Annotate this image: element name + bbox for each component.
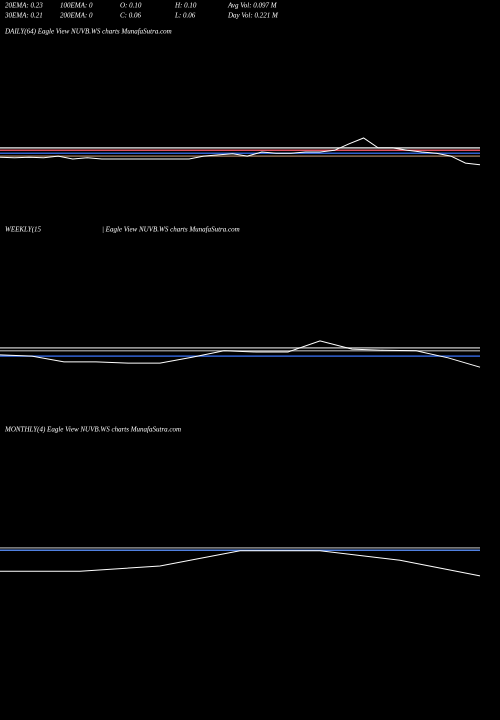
header-stat: 100EMA: 0 — [60, 2, 93, 10]
header-stat: 30EMA: 0.21 — [4, 12, 43, 20]
header-stat: L: 0.06 — [174, 12, 196, 20]
header-stat: 200EMA: 0 — [60, 12, 93, 20]
header-stat: Avg Vol: 0.097 M — [227, 2, 278, 10]
header-stat: C: 0.06 — [120, 12, 142, 20]
header-stat: H: 0.10 — [174, 2, 197, 10]
header-stat: 20EMA: 0.23 — [5, 2, 43, 10]
price-line — [0, 550, 481, 577]
header-stat: O: 0.10 — [120, 2, 142, 10]
panel-title: MONTHLY(4) Eagle View NUVB.WS charts Mun… — [4, 426, 181, 434]
panel-title: | Eagle View NUVB.WS charts MunafaSutra.… — [102, 226, 240, 234]
price-line — [0, 340, 481, 368]
panel-title: WEEKLY(15 — [5, 226, 42, 234]
header-stat: Day Vol: 0.221 M — [227, 12, 279, 20]
panel-title: DAILY(64) Eagle View NUVB.WS charts Muna… — [4, 28, 172, 36]
price-line — [0, 137, 481, 166]
